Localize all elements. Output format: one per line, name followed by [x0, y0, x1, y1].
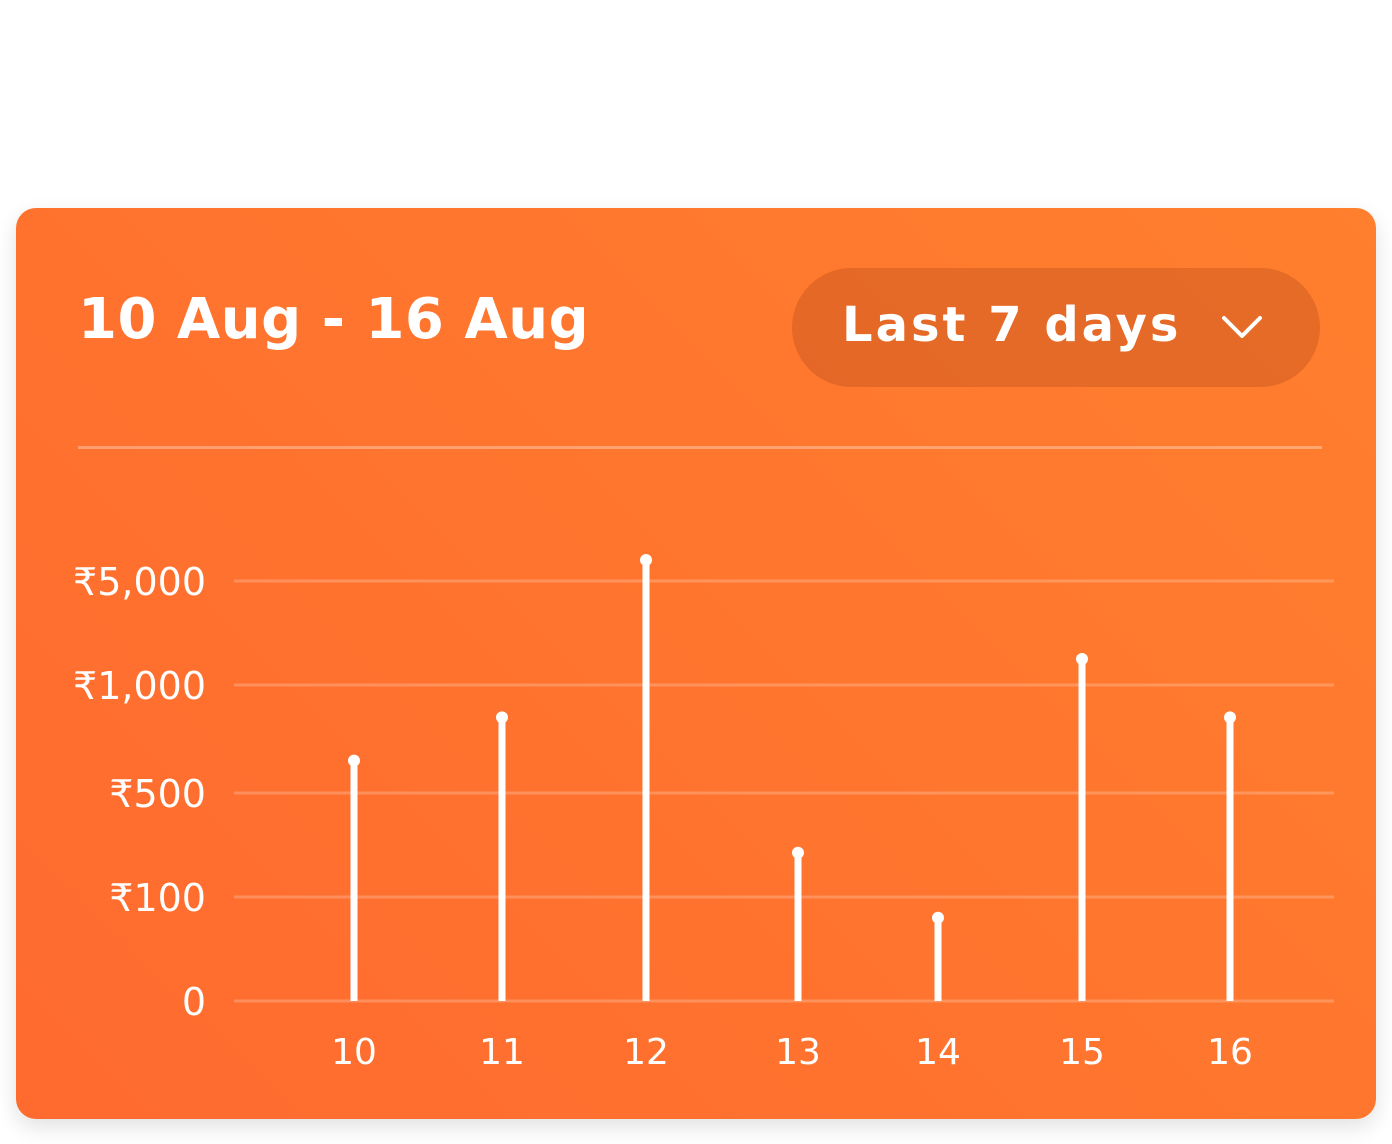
- y-tick-label: ₹500: [109, 772, 206, 816]
- bar-cap: [932, 912, 944, 924]
- x-axis-ticks: 10 11 12 13 14 15 16: [331, 1032, 1253, 1073]
- bar-cap: [640, 554, 652, 566]
- grid-lines: [234, 581, 1334, 1001]
- x-tick-label: 14: [915, 1032, 961, 1073]
- y-axis-ticks: 0 ₹100 ₹500 ₹1,000 ₹5,000: [73, 560, 206, 1024]
- revenue-card: 10 Aug - 16 Aug Last 7 days 0 ₹100 ₹500 ₹1,…: [16, 208, 1376, 1119]
- y-tick-label: 0: [182, 980, 206, 1024]
- x-tick-label: 10: [331, 1032, 377, 1073]
- bar-cap: [496, 711, 508, 723]
- bar-cap: [1076, 653, 1088, 665]
- lollipop-chart: 0 ₹100 ₹500 ₹1,000 ₹5,000 10 11 12 13 14 15 16: [16, 208, 1376, 1119]
- x-tick-label: 13: [775, 1032, 821, 1073]
- x-tick-label: 11: [479, 1032, 525, 1073]
- y-tick-label: ₹5,000: [73, 560, 206, 604]
- y-tick-label: ₹1,000: [73, 664, 206, 708]
- bars: [348, 554, 1236, 1001]
- bar-cap: [348, 755, 360, 767]
- y-tick-label: ₹100: [109, 876, 206, 920]
- x-tick-label: 15: [1059, 1032, 1105, 1073]
- x-tick-label: 12: [623, 1032, 669, 1073]
- x-tick-label: 16: [1207, 1032, 1253, 1073]
- bar-cap: [792, 847, 804, 859]
- bar-cap: [1224, 711, 1236, 723]
